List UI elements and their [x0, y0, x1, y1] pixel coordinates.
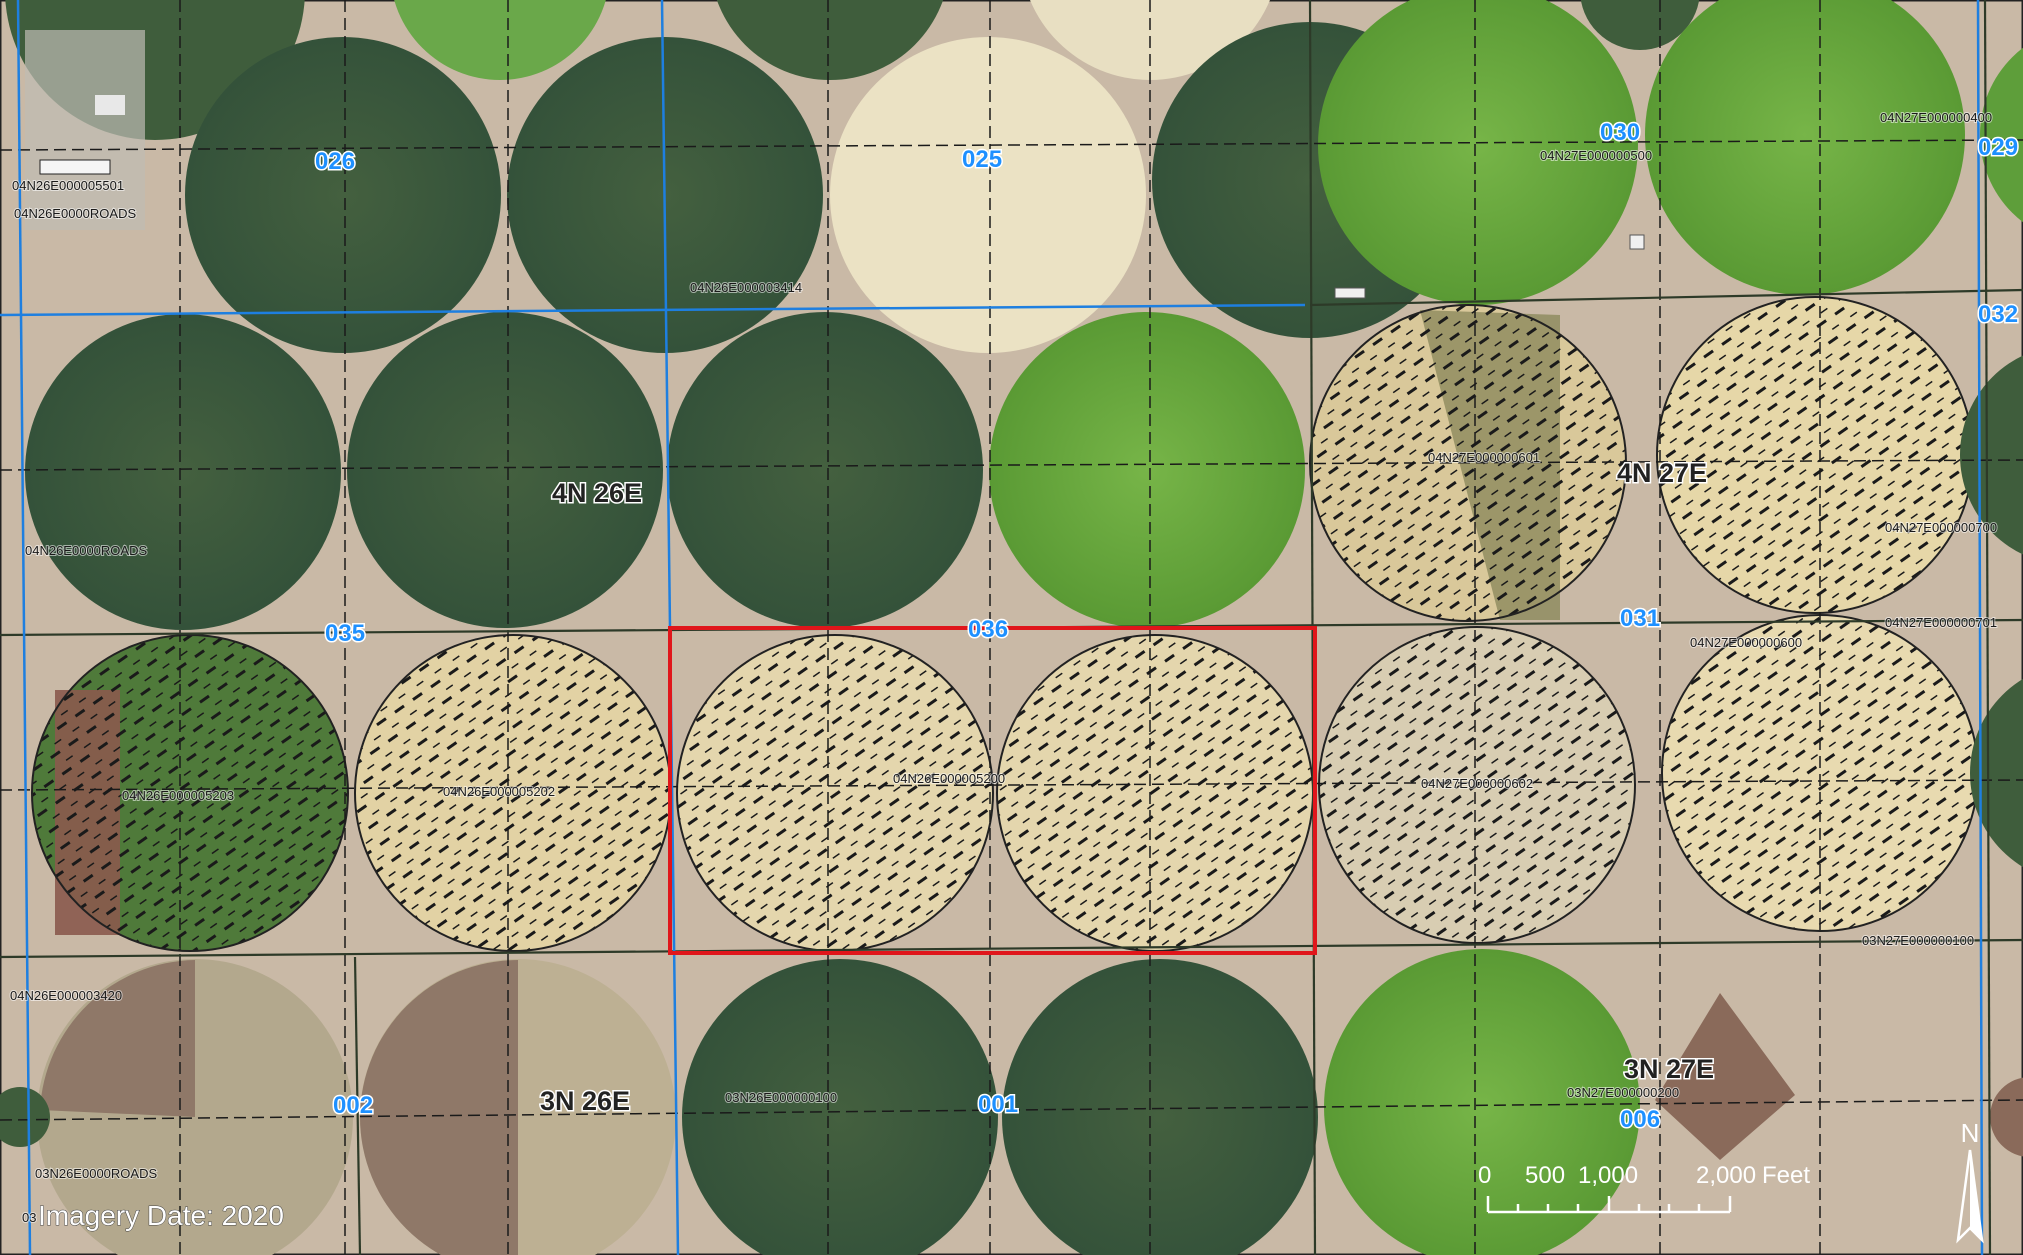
field-circle: [347, 312, 663, 628]
scale-tick-label: 2,000: [1696, 1162, 1756, 1189]
field-circle: [989, 312, 1305, 628]
township-labels: 4N 26E 4N 27E 3N 26E 3N 27E: [539, 457, 1716, 1118]
parcel-label: 04N27E000000600: [1690, 635, 1802, 650]
section-label: 025: [962, 146, 1002, 173]
parcel-label: 04N26E0000ROADS: [14, 206, 136, 221]
parcel-label: 04N26E0000ROADS: [25, 543, 147, 558]
parcel-label: 03N26E0000ROADS: [35, 1166, 157, 1181]
parcel-label: 03N27E000000100: [1862, 933, 1974, 948]
field-circle: [1318, 0, 1638, 305]
scale-bar-line: [1486, 1196, 1732, 1214]
field-circle: [1645, 0, 1965, 295]
scale-tick-label: 0: [1478, 1162, 1491, 1189]
field-circle: [1324, 949, 1640, 1255]
section-label: 030: [1600, 119, 1640, 146]
parcel-label: 04N26E000003420: [10, 988, 122, 1003]
parcel-label: 03: [22, 1210, 36, 1225]
section-label: 031: [1620, 605, 1660, 632]
field-circle: [1002, 959, 1318, 1255]
field-circle: [1980, 47, 2023, 223]
section-label: 002: [333, 1092, 373, 1119]
section-label: 006: [1620, 1106, 1660, 1133]
imagery-date-note: Imagery Date: 2020: [38, 1200, 284, 1231]
parcel-label: 04N27E000000700: [1885, 520, 1997, 535]
field-circle: [394, 0, 606, 80]
subject-property-outline: [668, 626, 1317, 955]
field-circle: [25, 314, 341, 630]
hatched-parcel: [1318, 626, 1636, 944]
section-label: 029: [1978, 134, 2018, 161]
hatched-parcel: [1656, 296, 1974, 614]
field-circle: [830, 37, 1146, 353]
hatched-parcel: [676, 634, 994, 952]
parcel-label: 03N26E000000100: [725, 1090, 837, 1105]
parcel-label: 04N27E000000500: [1540, 148, 1652, 163]
field-circle: [185, 37, 501, 353]
field-circle: [1580, 0, 1700, 50]
parcel-labels: 04N26E000005501 04N26E0000ROADS 04N26E00…: [9, 109, 1998, 1226]
section-label: 035: [325, 620, 365, 647]
section-label: 026: [315, 148, 355, 175]
parcel-label: 04N27E000000400: [1880, 110, 1992, 125]
township-label: 4N 26E: [552, 478, 642, 508]
township-label: 3N 26E: [540, 1086, 630, 1116]
field-circle: [716, 0, 944, 80]
parcel-label: 04N26E000003414: [690, 280, 802, 295]
field-wedge: [1655, 993, 1795, 1160]
parcel-label: 04N27E000000701: [1885, 615, 1997, 630]
north-arrow-icon: N: [1956, 1118, 1984, 1244]
parcel-label: 04N26E000005200: [893, 771, 1005, 786]
parcel-label: 04N27E000000602: [1421, 776, 1533, 791]
section-label: 032: [1978, 301, 2018, 328]
parcel-label: 04N27E000000601: [1428, 450, 1540, 465]
township-label: 3N 27E: [1624, 1054, 1714, 1084]
section-labels: 026 025 030 029 032 035 036 031 002 001 …: [314, 118, 2020, 1135]
scale-tick-label: 500: [1525, 1162, 1565, 1189]
hatched-parcel: [996, 634, 1314, 952]
parcel-label: 04N26E000005501: [12, 178, 124, 193]
township-label: 4N 27E: [1617, 458, 1707, 488]
section-label: 001: [978, 1091, 1018, 1118]
parcel-label: 03N27E000000200: [1567, 1085, 1679, 1100]
parcel-label: 04N26E000005203: [122, 788, 234, 803]
section-label: 036: [968, 616, 1008, 643]
field-circle: [667, 312, 983, 628]
parcel-label: 04N26E000005202: [443, 784, 555, 799]
hatched-parcel: [31, 634, 349, 952]
scale-tick-label: 1,000: [1578, 1162, 1638, 1189]
scale-unit-label: Feet: [1762, 1162, 1810, 1189]
north-label: N: [1961, 1118, 1980, 1148]
field-circle: [682, 959, 998, 1255]
scale-bar: 0 500 1,000 2,000 Feet: [1478, 1162, 1810, 1214]
